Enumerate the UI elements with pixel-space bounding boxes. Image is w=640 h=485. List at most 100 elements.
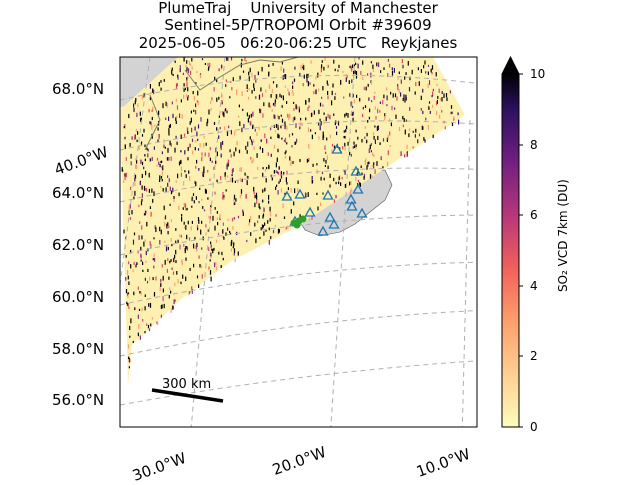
so2-pixel: [204, 152, 206, 157]
so2-pixel: [254, 222, 256, 227]
so2-pixel: [398, 89, 400, 94]
so2-pixel: [300, 117, 302, 121]
so2-pixel: [187, 96, 189, 101]
so2-pixel: [251, 141, 253, 146]
so2-pixel: [184, 249, 186, 254]
so2-pixel: [396, 96, 398, 101]
so2-pixel: [169, 203, 171, 206]
so2-pixel: [149, 96, 151, 101]
so2-pixel: [203, 142, 205, 148]
so2-pixel: [254, 202, 256, 208]
so2-pixel: [271, 177, 273, 181]
so2-pixel: [171, 267, 173, 270]
so2-pixel: [175, 260, 177, 264]
so2-pixel: [391, 70, 394, 76]
so2-pixel: [299, 126, 301, 130]
so2-pixel: [233, 194, 236, 200]
so2-pixel: [371, 165, 373, 168]
so2-pixel: [182, 207, 184, 210]
so2-pixel: [274, 114, 276, 120]
so2-pixel: [248, 96, 250, 100]
so2-pixel: [428, 101, 431, 104]
so2-pixel: [368, 97, 370, 101]
so2-pixel: [180, 150, 182, 153]
so2-pixel: [350, 154, 352, 157]
so2-pixel: [143, 93, 145, 98]
so2-pixel: [370, 61, 372, 64]
so2-pixel: [175, 83, 178, 89]
so2-pixel: [270, 136, 272, 139]
so2-pixel: [280, 125, 282, 129]
so2-pixel: [145, 170, 147, 176]
so2-pixel: [411, 69, 413, 75]
so2-pixel: [161, 166, 163, 169]
so2-pixel: [167, 175, 169, 178]
so2-pixel: [329, 114, 331, 120]
so2-pixel: [162, 103, 164, 109]
so2-pixel: [204, 63, 206, 65]
so2-pixel: [344, 113, 346, 118]
so2-pixel: [201, 154, 203, 158]
so2-pixel: [363, 176, 365, 180]
so2-pixel: [204, 188, 207, 194]
so2-pixel: [160, 87, 162, 91]
so2-pixel: [177, 76, 179, 80]
so2-pixel: [301, 123, 303, 126]
so2-pixel: [397, 83, 399, 87]
so2-pixel: [217, 222, 219, 226]
so2-pixel: [344, 183, 346, 188]
so2-pixel: [169, 260, 171, 264]
so2-pixel: [262, 213, 265, 217]
so2-pixel: [137, 332, 139, 337]
so2-pixel: [225, 189, 227, 192]
so2-pixel: [130, 186, 132, 191]
so2-pixel: [183, 88, 185, 92]
so2-pixel: [225, 232, 227, 236]
so2-pixel: [280, 95, 283, 99]
volcano-marker: [328, 218, 340, 229]
so2-pixel: [353, 70, 355, 75]
so2-pixel: [322, 86, 324, 91]
so2-pixel: [194, 180, 196, 184]
so2-pixel: [322, 131, 324, 137]
so2-pixel: [420, 95, 422, 100]
so2-pixel: [278, 116, 280, 120]
so2-pixel: [261, 224, 264, 229]
so2-pixel: [239, 121, 241, 126]
so2-pixel: [166, 157, 168, 161]
so2-pixel: [359, 98, 361, 102]
so2-pixel: [243, 124, 245, 129]
so2-pixel: [196, 131, 198, 137]
so2-pixel: [291, 90, 294, 94]
so2-pixel: [144, 331, 146, 334]
so2-pixel: [303, 74, 305, 79]
so2-pixel: [267, 220, 269, 224]
so2-pixel: [246, 112, 248, 117]
lat-label: 68.0°N: [52, 80, 105, 98]
so2-pixel: [197, 90, 199, 96]
so2-pixel: [282, 95, 284, 101]
so2-pixel: [378, 62, 380, 67]
so2-pixel: [335, 195, 337, 199]
so2-pixel: [306, 78, 308, 83]
so2-pixel: [234, 258, 236, 263]
so2-pixel: [293, 108, 295, 111]
so2-pixel: [172, 271, 175, 275]
so2-pixel: [423, 137, 425, 141]
so2-pixel: [268, 200, 270, 204]
so2-pixel: [216, 97, 218, 102]
so2-pixel: [214, 225, 216, 231]
so2-pixel: [270, 105, 272, 109]
so2-pixel: [142, 261, 144, 265]
so2-pixel: [129, 217, 132, 220]
so2-pixel: [194, 236, 196, 240]
so2-pixel: [249, 67, 251, 73]
so2-pixel: [168, 157, 170, 161]
so2-pixel: [369, 108, 371, 113]
so2-pixel: [226, 164, 228, 170]
so2-pixel: [143, 241, 145, 247]
so2-pixel: [240, 189, 243, 195]
so2-pixel: [435, 72, 437, 77]
so2-pixel: [436, 101, 438, 106]
so2-pixel: [380, 156, 382, 161]
